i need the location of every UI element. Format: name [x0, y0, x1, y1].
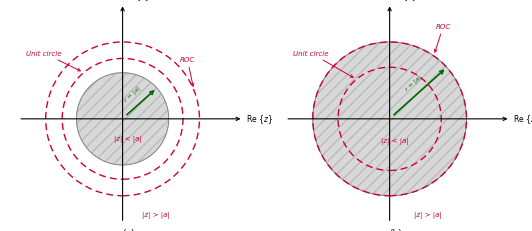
- Text: (b): (b): [389, 228, 402, 231]
- Text: r = |a|: r = |a|: [405, 74, 423, 91]
- Text: (a): (a): [122, 228, 135, 231]
- Text: |z| < |a|: |z| < |a|: [381, 138, 409, 145]
- Text: ROC: ROC: [180, 57, 195, 87]
- Text: Im$\{z\}$: Im$\{z\}$: [126, 0, 150, 3]
- Text: Im$\{z\}$: Im$\{z\}$: [393, 0, 417, 3]
- Text: |z| < |a|: |z| < |a|: [114, 136, 142, 143]
- Text: Re $\{z\}$: Re $\{z\}$: [246, 113, 273, 126]
- Text: r = |a|: r = |a|: [123, 85, 142, 102]
- Text: ROC: ROC: [435, 24, 451, 53]
- Text: Unit circle: Unit circle: [293, 51, 353, 78]
- Text: Unit circle: Unit circle: [26, 51, 80, 72]
- Text: Re $\{z\}$: Re $\{z\}$: [513, 113, 532, 126]
- Circle shape: [313, 43, 467, 196]
- Text: |z| > |a|: |z| > |a|: [414, 211, 442, 218]
- Text: |z| > |a|: |z| > |a|: [142, 211, 169, 218]
- Circle shape: [77, 73, 169, 165]
